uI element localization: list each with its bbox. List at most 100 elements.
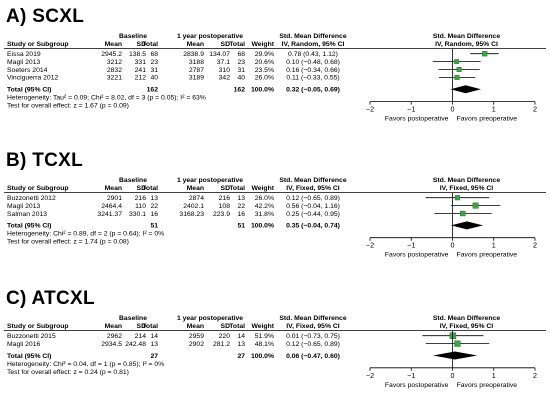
group2-sd: 281.2	[213, 341, 230, 348]
study-point-estimate	[472, 202, 479, 209]
group1-header: Baseline	[119, 315, 147, 322]
group1-mean: 3212	[107, 59, 122, 66]
group2-mean: 2874	[189, 195, 204, 202]
x-axis-tick-label: 2	[533, 105, 537, 114]
favours-right-label: Favors preoperative	[457, 382, 518, 389]
group2-total: 14	[237, 333, 245, 340]
forest-panel-tcxl: B) TCXL Baseline 1 year postoperative Std.…	[0, 146, 550, 278]
x-axis-tick-label: 1	[492, 105, 496, 114]
total-weight: 100.0%	[251, 223, 274, 230]
group2-sd-header: SD	[221, 323, 231, 330]
study-weight: 26.0%	[255, 75, 274, 82]
favours-left-label: Favors postoperative	[385, 252, 449, 259]
group1-mean: 3241.37	[97, 211, 122, 218]
group2-total: 13	[237, 341, 245, 348]
forest-plot-svg: Baseline 1 year postoperative Std. Mean Di…	[4, 315, 546, 389]
total-effect-ci: 0.35 (−0.04, 0.74)	[286, 223, 340, 230]
x-axis-tick-label: 0	[451, 105, 455, 114]
pooled-estimate-diamond	[433, 351, 478, 360]
study-column-header: Study or Subgroup	[7, 41, 69, 48]
x-axis-tick-label: −1	[407, 241, 415, 250]
study-name: Buzzonetti 2012	[7, 195, 56, 202]
study-weight: 20.6%	[255, 59, 274, 66]
effect-header-title: Std. Mean Difference	[279, 33, 346, 40]
forest-panel-scxl: A) SCXL Baseline 1 year postoperative Std.…	[0, 0, 550, 140]
plot-header-sub: IV, Fixed, 95% CI	[440, 323, 494, 330]
panel-title: C) ATCXL	[6, 288, 95, 309]
group1-total: 23	[150, 59, 158, 66]
group1-sd: 216	[135, 195, 147, 202]
x-axis-tick-label: 0	[451, 371, 455, 380]
group1-sd-header: SD	[137, 41, 147, 48]
x-axis-tick-label: 2	[533, 241, 537, 250]
group1-sd: 331	[135, 59, 147, 66]
group1-sd: 138.5	[129, 51, 146, 58]
study-point-estimate	[460, 210, 466, 217]
study-weight: 29.9%	[255, 51, 274, 58]
group1-total-header: Total	[142, 323, 158, 330]
x-axis-tick-label: 2	[533, 371, 537, 380]
study-weight: 31.8%	[255, 211, 274, 218]
group2-mean: 2902	[189, 341, 204, 348]
study-point-estimate	[482, 51, 488, 57]
group1-total-header: Total	[142, 185, 158, 192]
study-weight: 48.1%	[255, 341, 274, 348]
plot-header-sub: IV, Fixed, 95% CI	[440, 185, 494, 192]
total-group1-n: 27	[150, 353, 158, 360]
group2-mean-header: Mean	[187, 185, 204, 192]
study-name: Buzzonetti 2015	[7, 333, 56, 340]
group2-total: 68	[237, 51, 245, 58]
study-name: Magli 2013	[7, 203, 40, 210]
group2-mean: 2787	[189, 67, 204, 74]
total-group2-n: 51	[237, 223, 245, 230]
group2-sd: 342	[219, 75, 231, 82]
group1-total: 22	[150, 203, 158, 210]
group1-sd-header: SD	[137, 323, 147, 330]
group1-sd: 242.48	[125, 341, 146, 348]
effect-header-sub: IV, Random, 95% CI	[282, 41, 345, 48]
x-axis-tick-label: −1	[407, 371, 415, 380]
group1-total: 68	[150, 51, 158, 58]
group2-mean: 2402.1	[183, 203, 204, 210]
group1-total-header: Total	[142, 41, 158, 48]
plot-header-title: Std. Mean Difference	[433, 33, 500, 40]
study-effect-ci: 0.78 (0.43, 1.12)	[288, 51, 338, 58]
total-label: Total (95% CI)	[7, 353, 51, 360]
forest-plot-svg: Baseline 1 year postoperative Std. Mean Di…	[4, 177, 546, 259]
group2-sd: 134.07	[209, 51, 230, 58]
x-axis-tick-label: 0	[451, 241, 455, 250]
group1-header: Baseline	[119, 177, 147, 184]
favours-left-label: Favors postoperative	[385, 116, 449, 123]
group2-total: 22	[237, 203, 245, 210]
favours-right-label: Favors preoperative	[457, 116, 518, 123]
heterogeneity-text: Heterogeneity: Tau² = 0.09; Chi² = 8.02,…	[7, 95, 206, 102]
group1-mean-header: Mean	[105, 41, 122, 48]
forest-plot-svg: Baseline 1 year postoperative Std. Mean Di…	[4, 33, 546, 123]
heterogeneity-text: Heterogeneity: Chi² = 0.04, df = 1 (p = …	[7, 361, 164, 368]
x-axis-tick-label: −1	[407, 105, 415, 114]
overall-effect-text: Test for overall effect: z = 1.67 (p = 0…	[7, 103, 129, 110]
group2-total: 23	[237, 59, 245, 66]
group2-total: 40	[237, 75, 245, 82]
study-effect-ci: 0.16 (−0.34, 0.66)	[286, 67, 340, 74]
x-axis-tick-label: 1	[492, 371, 496, 380]
study-effect-ci: 0.01 (−0.73, 0.75)	[286, 333, 340, 340]
effect-header-sub: IV, Fixed, 95% CI	[286, 323, 340, 330]
group2-mean: 3189	[189, 75, 204, 82]
x-axis-tick-label: −2	[366, 371, 374, 380]
group2-sd-header: SD	[221, 185, 231, 192]
group2-sd: 216	[219, 195, 231, 202]
group2-header: 1 year postoperative	[177, 315, 243, 322]
group1-mean: 2901	[107, 195, 122, 202]
group1-header: Baseline	[119, 33, 147, 40]
total-label: Total (95% CI)	[7, 87, 51, 94]
total-group2-n: 27	[237, 353, 245, 360]
group2-mean: 2838.9	[183, 51, 204, 58]
overall-effect-text: Test for overall effect: z = 0.24 (p = 0…	[7, 369, 129, 376]
weight-header: Weight	[251, 323, 274, 330]
study-weight: 23.5%	[255, 67, 274, 74]
study-weight: 51.9%	[255, 333, 274, 340]
study-point-estimate	[454, 195, 460, 201]
group2-total-header: Total	[229, 41, 245, 48]
group2-header: 1 year postoperative	[177, 177, 243, 184]
